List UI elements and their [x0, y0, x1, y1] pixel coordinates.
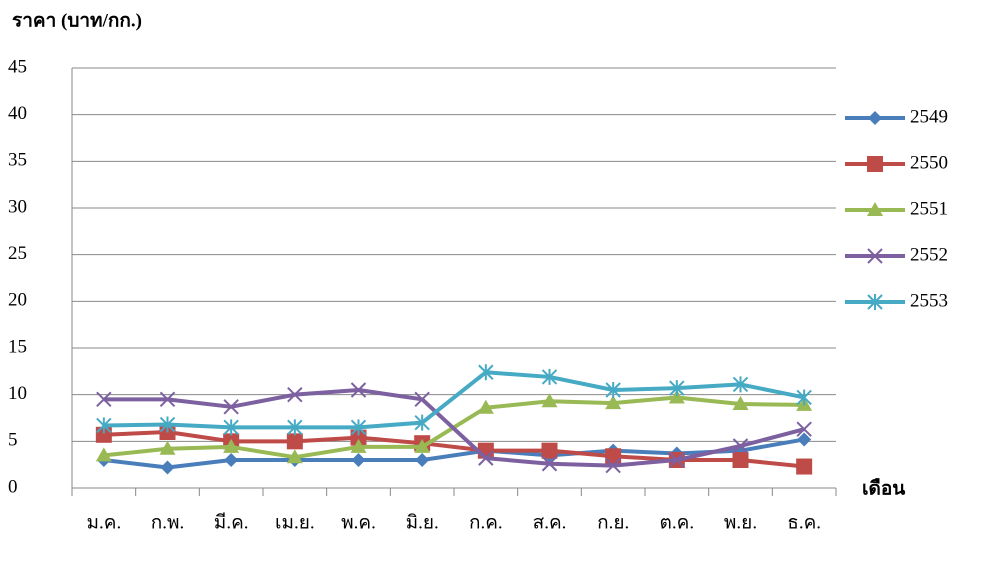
marker	[350, 382, 367, 398]
marker	[732, 452, 749, 468]
marker	[351, 453, 366, 467]
y-tick-label: 10	[8, 383, 27, 404]
marker	[541, 442, 558, 459]
marker	[541, 368, 558, 385]
marker	[867, 248, 883, 264]
x-tick-label: ต.ค.	[660, 512, 695, 533]
marker	[414, 391, 430, 408]
marker	[669, 380, 685, 397]
marker	[796, 389, 812, 406]
legend-label: 2551	[910, 198, 948, 219]
y-tick-label: 45	[8, 56, 27, 77]
marker	[414, 414, 430, 431]
marker	[867, 156, 883, 172]
y-tick-label: 40	[8, 103, 27, 124]
marker	[350, 419, 367, 436]
marker	[605, 457, 621, 474]
marker	[541, 393, 558, 408]
marker	[605, 395, 622, 410]
legend-label: 2550	[910, 152, 948, 173]
marker	[350, 438, 367, 453]
y-tick-label: 35	[8, 150, 27, 171]
marker	[415, 453, 430, 467]
marker	[541, 456, 558, 472]
marker	[96, 417, 112, 434]
marker	[160, 460, 175, 475]
marker	[414, 438, 431, 453]
line	[103, 388, 805, 468]
x-tick-label: ก.ค.	[469, 512, 503, 533]
x-tick-label: มิ.ย.	[406, 512, 439, 533]
legend-item: 2553	[845, 290, 948, 311]
legend-item: 2550	[845, 152, 948, 173]
marker	[223, 399, 239, 415]
y-tick-label: 15	[8, 336, 27, 357]
x-tick-label: ส.ค.	[533, 512, 567, 533]
y-tick-label: 25	[8, 243, 27, 264]
marker	[605, 448, 622, 465]
marker	[223, 438, 240, 453]
x-tick-label: เม.ย.	[275, 512, 315, 533]
marker	[95, 447, 112, 462]
y-tick-label: 20	[8, 290, 27, 311]
marker	[797, 432, 812, 447]
legend-label: 2553	[910, 290, 948, 311]
marker	[732, 376, 749, 393]
marker	[477, 399, 494, 414]
marker	[796, 458, 813, 475]
marker	[867, 202, 883, 216]
legend-label: 2549	[910, 106, 948, 127]
marker	[287, 386, 303, 403]
marker	[287, 419, 303, 436]
marker	[478, 364, 494, 381]
series	[96, 382, 812, 474]
x-axis-label: เดือน	[862, 477, 905, 499]
x-tick-label: ก.ย.	[597, 512, 629, 533]
marker	[732, 438, 749, 454]
marker	[159, 416, 176, 433]
chart-title: ราคา (บาท/กก.)	[12, 10, 142, 31]
marker	[867, 294, 883, 310]
series	[96, 364, 812, 436]
marker	[605, 382, 621, 398]
marker	[224, 453, 239, 467]
line	[103, 430, 805, 469]
legend-item: 2552	[845, 244, 948, 265]
marker	[96, 391, 112, 408]
marker	[732, 396, 749, 410]
marker	[350, 429, 367, 446]
marker	[159, 391, 176, 408]
marker	[223, 419, 239, 436]
y-tick-label: 30	[8, 196, 27, 217]
marker	[286, 449, 303, 464]
x-tick-label: ธ.ค.	[787, 512, 821, 533]
marker	[286, 433, 303, 450]
line	[103, 437, 805, 470]
legend-item: 2551	[845, 198, 948, 219]
marker	[478, 450, 494, 466]
marker	[796, 421, 812, 437]
y-tick-label: 5	[8, 430, 18, 451]
marker	[159, 440, 176, 455]
line	[103, 370, 805, 430]
legend-item: 2549	[845, 106, 948, 127]
x-tick-label: ก.พ.	[151, 512, 185, 533]
y-tick-label: 0	[8, 476, 18, 497]
marker	[669, 452, 685, 468]
marker	[668, 389, 685, 404]
legend-label: 2552	[910, 244, 948, 265]
x-tick-label: พ.ย.	[724, 512, 757, 533]
marker	[868, 111, 882, 125]
x-tick-label: พ.ค.	[341, 512, 376, 533]
x-tick-label: มี.ค.	[214, 511, 249, 533]
x-tick-label: ม.ค.	[86, 512, 121, 533]
